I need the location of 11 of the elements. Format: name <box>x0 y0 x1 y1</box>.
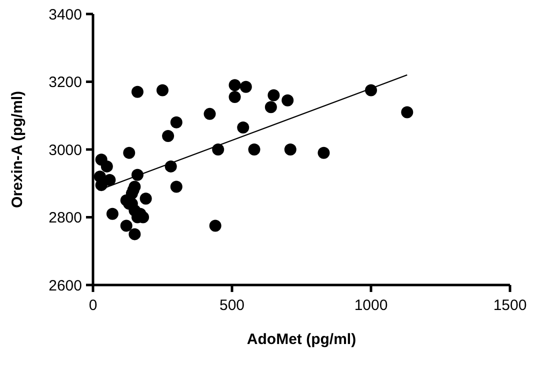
y-tick-label: 2600 <box>48 277 82 294</box>
y-tick-label: 3400 <box>48 6 82 24</box>
x-tick-label: 0 <box>88 297 98 314</box>
y-tick-label: 3200 <box>48 74 82 91</box>
y-tick-label: 2800 <box>48 210 82 226</box>
x-axis-title: AdoMet (pg/ml) <box>246 331 356 348</box>
y-axis-title: Orexin-A (pg/ml) <box>9 91 26 208</box>
x-tick-label: 1500 <box>493 297 527 314</box>
y-tick-label: 3000 <box>48 142 82 159</box>
x-tick-label: 500 <box>219 297 245 314</box>
x-tick-label: 1000 <box>354 297 388 314</box>
